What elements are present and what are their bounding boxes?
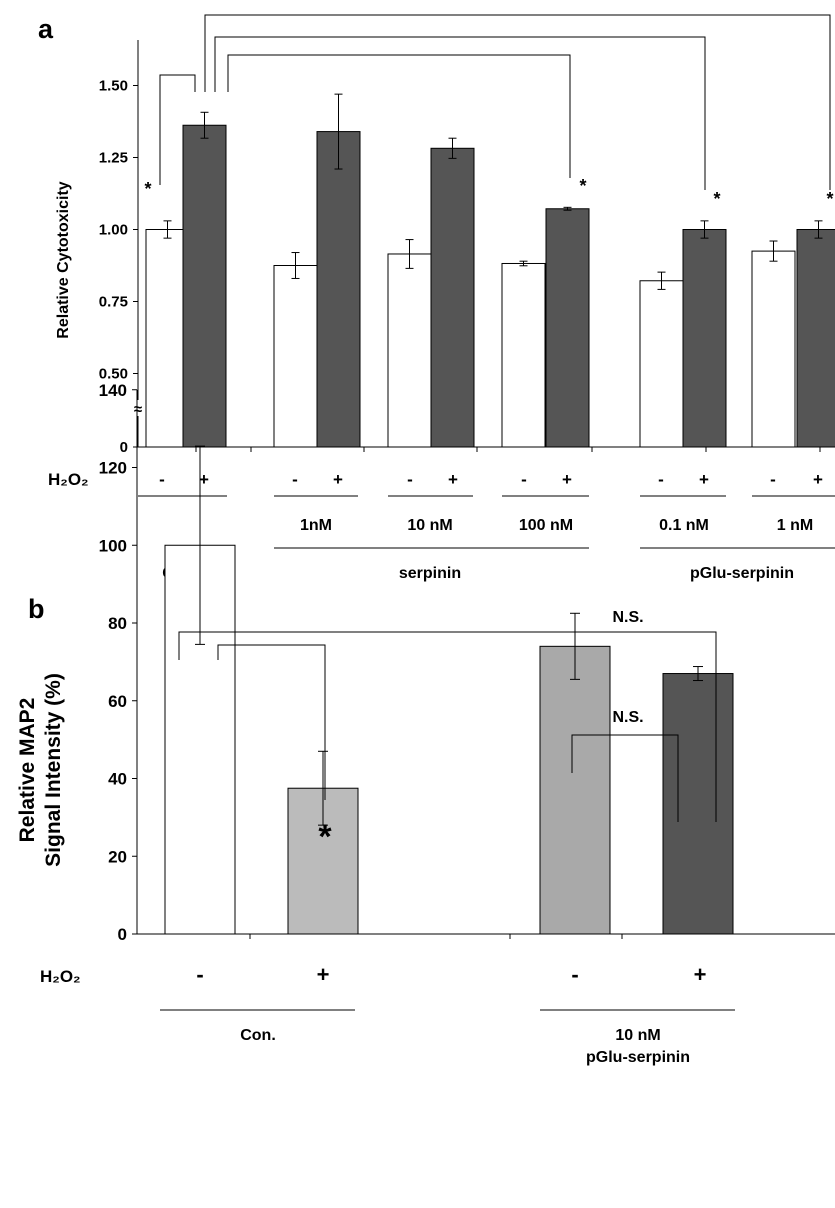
panel-b-y-tick-label: 140 [99,381,127,400]
panel-b-x-labels: H₂O₂ - + - + Con. 10 nM pGlu-serpinin [40,962,735,1066]
panel-b-not-significant-label: N.S. [612,709,643,726]
panel-a-significance-star: * [144,179,151,199]
panel-b-y-axis-label-line2: Signal Intensity (%) [42,673,65,867]
panel-b-bracket [217,644,326,800]
panel-b-bar-sign: + [317,962,330,987]
panel-a-bracket [159,74,196,185]
panel-a-group-label: serpinin [399,565,461,582]
panel-a-significance-star: * [579,176,586,196]
panel-a-bar-sign: - [159,470,165,489]
panel-a-bar-sign: + [699,470,709,489]
panel-a-bars [145,93,835,448]
panel-a-bar-sign: - [658,470,664,489]
panel-b-y-tick-label: 60 [108,692,127,711]
panel-b: b Relative MAP2 Signal Intensity (%) 0 20… [16,381,835,1066]
panel-b-y-tick-label: 40 [108,770,127,789]
panel-b-bracket [571,734,679,822]
panel-b-bar [539,645,611,935]
panel-a: a Relative Cytotoxicity 0 0.50 0.75 1.00 1.2… [38,14,835,582]
panel-a-bar-sign: - [521,470,527,489]
panel-a-bar [273,265,318,448]
panel-a-bracket [204,14,831,190]
panel-a-bar-sign: + [562,470,572,489]
panel-b-letter: b [28,594,45,624]
panel-a-bar [387,253,432,448]
panel-a-dose-label: 1nM [300,517,332,534]
panel-a-bar [639,280,684,448]
panel-a-dose-label: 100 nM [519,517,573,534]
panel-a-significance-star: * [713,189,720,209]
panel-a-bar [682,229,727,448]
panel-b-bar-sign: - [196,962,203,987]
panel-a-bar [501,262,546,448]
panel-a-y-tick-label: 1.25 [99,150,128,167]
panel-a-group-label: pGlu-serpinin [690,565,794,582]
panel-a-bar [430,147,475,448]
panel-a-bar [182,124,227,448]
panel-a-letter: a [38,14,54,44]
panel-b-group-label: 10 nM [615,1027,660,1044]
panel-a-bracket [214,36,706,190]
panel-a-dose-label: 1 nM [777,517,813,534]
panel-b-y-tick-label: 20 [108,847,127,866]
panel-a-bar [796,229,835,448]
panel-a-bar-sign: - [407,470,413,489]
panel-a-y-tick-label: 0.50 [99,366,128,383]
panel-a-bar-sign: - [770,470,776,489]
panel-b-bar [662,673,734,935]
panel-a-bar [545,208,590,448]
panel-b-y-tick-label: 0 [118,925,127,944]
panel-b-y-axis-label-line1: Relative MAP2 [16,698,39,843]
panel-a-y-tick-label: 1.00 [99,222,128,239]
panel-b-y-tick-label: 100 [99,536,127,555]
panel-a-bar [751,250,796,448]
panel-b-bracket [178,631,717,822]
panel-b-significance-star: * [318,818,332,856]
panel-a-bar-sign: + [813,470,823,489]
panel-a-bar-sign: + [448,470,458,489]
panel-b-group-label: pGlu-serpinin [586,1049,690,1066]
panel-a-bar-sign: - [292,470,298,489]
panel-b-y-ticks: 0 20 40 60 80 100 120 140 [99,381,137,944]
panel-a-bar [145,229,190,448]
panel-a-bar-sign: + [333,470,343,489]
panel-b-group-label: Con. [240,1027,276,1044]
panel-a-y-axis-label: Relative Cytotoxicity [55,181,72,338]
panel-a-x-labels: H₂O₂ - + - + - + - + - + - +1nM 10 nM 100 nM 0.1 nM 1 nM… [48,470,835,582]
panel-a-dose-label: 10 nM [407,517,452,534]
panel-a-bracket [227,54,571,178]
panel-b-y-tick-label: 80 [108,614,127,633]
panel-b-not-significant-label: N.S. [612,609,643,626]
panel-a-dose-label: 0.1 nM [659,517,709,534]
panel-b-brackets: N.S. N.S. * [178,609,717,856]
panel-b-bars [164,445,734,935]
panel-a-y-ticks: 0 0.50 0.75 1.00 1.25 1.50 [99,78,138,456]
panel-a-axis-break: ≈ [134,401,142,418]
panel-b-bar-sign: - [571,962,578,987]
panel-b-treatment-label: H₂O₂ [40,967,81,986]
panel-a-treatment-label: H₂O₂ [48,470,89,489]
panel-a-significance-star: * [826,189,833,209]
panel-a-axes: ≈ [134,40,835,452]
panel-a-brackets: * * * * [144,14,834,209]
panel-a-bar [316,131,361,448]
panel-a-y-tick-label: 0.75 [99,294,128,311]
panel-a-bar-sign: + [199,470,209,489]
panel-b-bar-sign: + [694,962,707,987]
panel-a-y-tick-label: 0 [120,439,128,456]
panel-a-y-tick-label: 1.50 [99,78,128,95]
panel-b-y-tick-label: 120 [99,459,127,478]
